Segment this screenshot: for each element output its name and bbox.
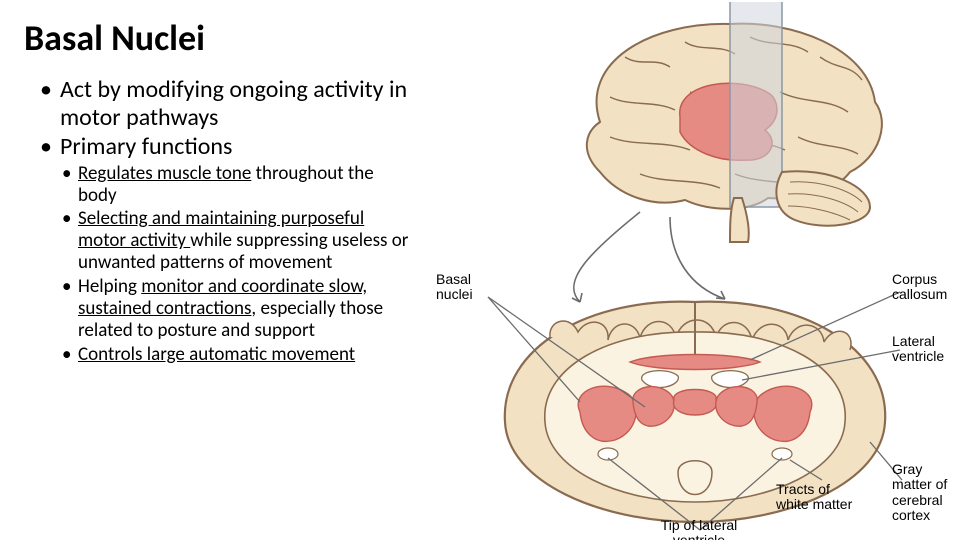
subbullet-1-u: Regulates muscle tone <box>78 162 251 185</box>
subbullet-4: Controls large automatic movement <box>60 344 410 366</box>
label-corpus-callosum: Corpus callosum <box>892 272 960 303</box>
page-title: Basal Nuclei <box>24 16 205 60</box>
projection-arrow <box>572 212 725 302</box>
content-block: Act by modifying ongoing activity in mot… <box>40 76 410 367</box>
bullet-1-text: Act by modifying ongoing activity in mot… <box>60 75 407 132</box>
anatomy-svg <box>430 2 960 538</box>
subbullet-4-u: Controls large automatic movement <box>78 343 355 366</box>
bullet-1: Act by modifying ongoing activity in mot… <box>40 76 410 131</box>
label-tracts-white-matter: Tracts of white matter <box>776 482 866 513</box>
bullet-2-text: Primary functions <box>60 132 232 161</box>
label-lateral-ventricle: Lateral ventricle <box>892 334 960 365</box>
subbullet-1: Regulates muscle tone throughout the bod… <box>60 163 410 207</box>
bullet-2: Primary functions Regulates muscle tone … <box>40 133 410 365</box>
label-basal-nuclei: Basal nuclei <box>436 272 496 303</box>
subbullet-3-a: Helping <box>78 275 141 298</box>
anatomy-figure: Basal nuclei Corpus callosum Lateral ven… <box>430 2 960 538</box>
label-tip-lateral-ventricle: Tip of lateral ventricle <box>644 518 754 540</box>
subbullet-3: Helping monitor and coordinate slow, sus… <box>60 276 410 342</box>
subbullet-2: Selecting and maintaining purposeful mot… <box>60 208 410 274</box>
label-gray-matter: Gray matter of cerebral cortex <box>892 462 960 524</box>
brain-lateral <box>587 2 882 242</box>
